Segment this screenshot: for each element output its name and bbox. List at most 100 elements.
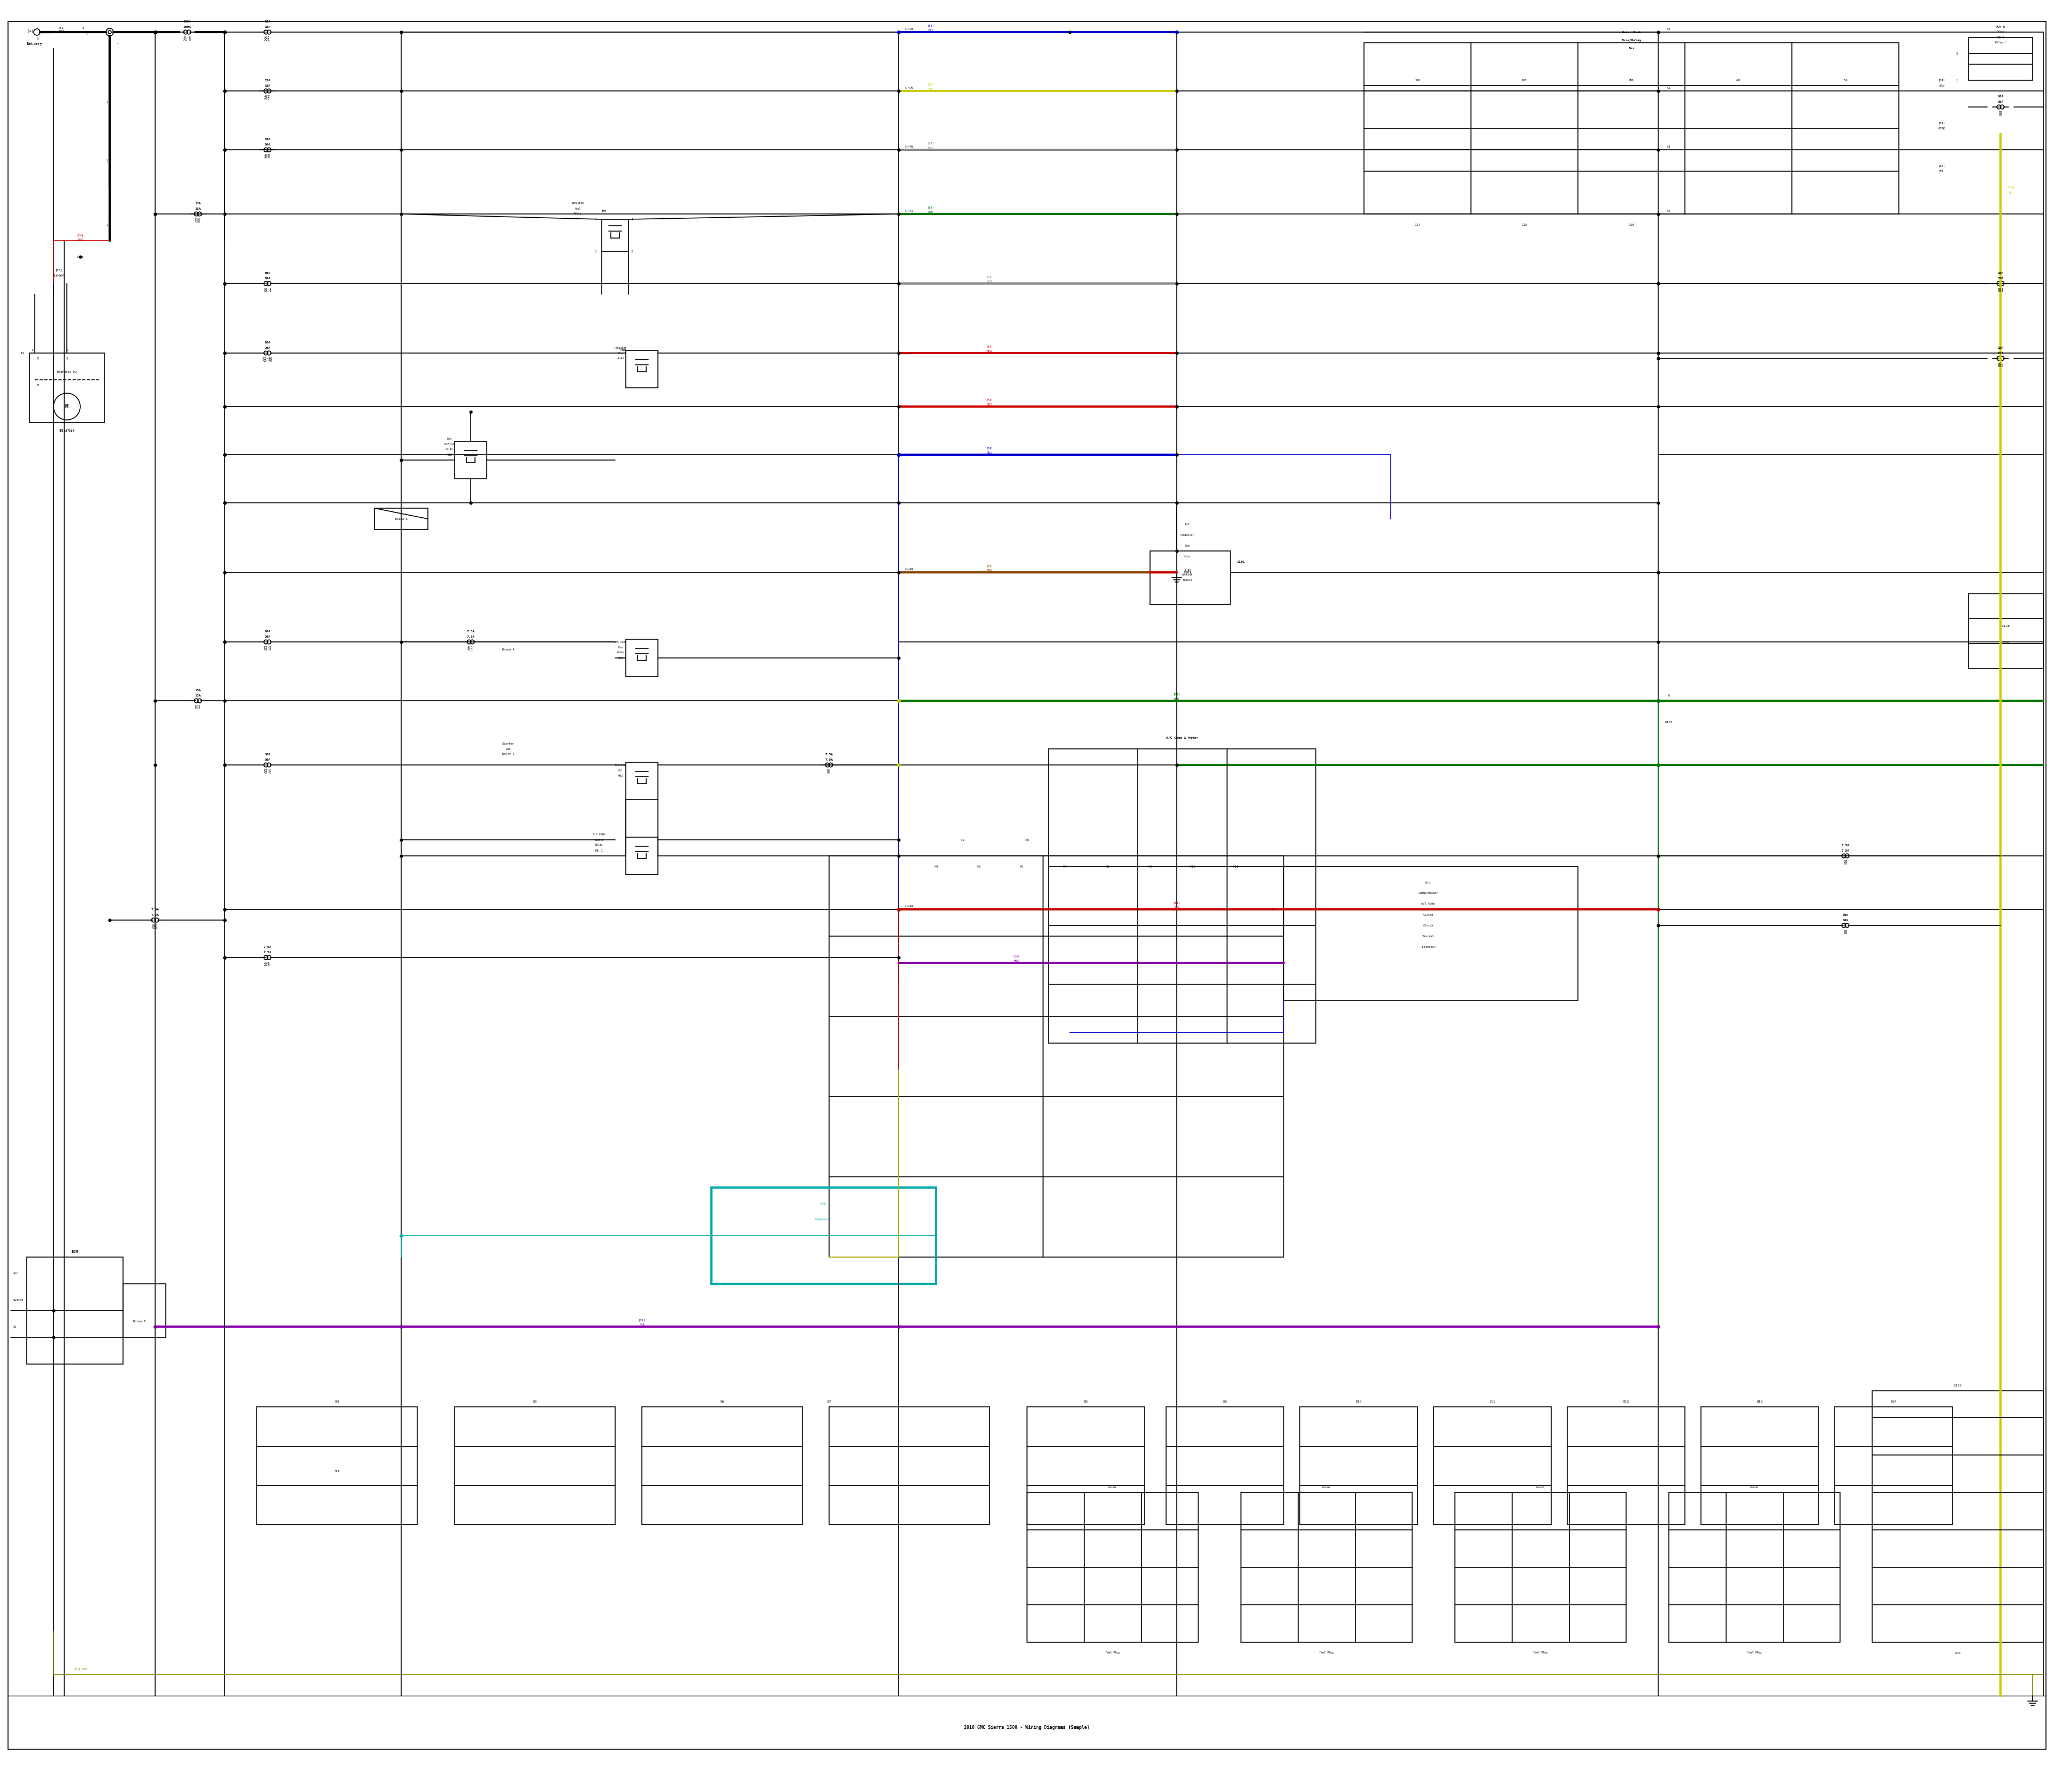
Text: 15A: 15A xyxy=(1996,271,2003,274)
Text: M1-1: M1-1 xyxy=(596,849,604,851)
Text: [E5]: [E5] xyxy=(55,269,62,271)
Text: [E4]: [E4] xyxy=(986,400,992,401)
Bar xyxy=(1968,593,2044,668)
Text: WHT: WHT xyxy=(60,30,64,32)
Text: B4: B4 xyxy=(1842,930,1847,932)
Text: Fan: Fan xyxy=(618,351,622,355)
Text: WHT: WHT xyxy=(928,147,933,149)
Text: A21: A21 xyxy=(265,36,271,39)
Bar xyxy=(454,1407,614,1525)
Text: [E4]: [E4] xyxy=(1939,122,1945,124)
Text: Ignition: Ignition xyxy=(571,202,583,204)
Text: A2-6: A2-6 xyxy=(263,772,271,774)
Text: B21: B21 xyxy=(1996,290,2003,292)
Text: Fuel Plug: Fuel Plug xyxy=(1534,1652,1547,1654)
Text: P1: P1 xyxy=(898,839,900,840)
Text: BLU: BLU xyxy=(928,29,933,32)
Text: C17: C17 xyxy=(1415,224,1421,226)
Text: A5: A5 xyxy=(828,769,832,772)
Bar xyxy=(1871,1391,2044,1641)
Bar xyxy=(1300,1407,1417,1525)
Text: A16: A16 xyxy=(195,220,201,224)
Bar xyxy=(1284,867,1577,1000)
Text: Conn3: Conn3 xyxy=(1536,1486,1545,1489)
Bar xyxy=(602,219,629,251)
Text: 7.5A: 7.5A xyxy=(152,909,158,910)
Text: M40: M40 xyxy=(620,349,626,351)
Text: Relay 1: Relay 1 xyxy=(501,753,514,756)
Text: BLK/WHT: BLK/WHT xyxy=(53,274,66,276)
Text: A5: A5 xyxy=(828,772,832,774)
Text: IGN: IGN xyxy=(1415,79,1419,82)
Text: T4: T4 xyxy=(21,351,25,355)
Text: 7.5A: 7.5A xyxy=(1840,849,1849,853)
Text: Magnetic Sw: Magnetic Sw xyxy=(58,371,76,373)
Text: D10: D10 xyxy=(1629,224,1635,226)
Text: B8: B8 xyxy=(1085,1400,1089,1403)
Text: A/C: A/C xyxy=(14,1272,18,1274)
Text: [E1]: [E1] xyxy=(58,27,66,29)
Text: B4: B4 xyxy=(1842,932,1847,935)
Bar xyxy=(1567,1407,1684,1525)
Text: A11: A11 xyxy=(468,649,474,650)
Text: A11: A11 xyxy=(468,647,474,649)
Text: C1: C1 xyxy=(1668,29,1670,30)
Text: [E1] BLK: [E1] BLK xyxy=(74,1668,86,1670)
Text: 15A: 15A xyxy=(1996,278,2003,280)
Text: Fuel Plug: Fuel Plug xyxy=(1319,1652,1333,1654)
Bar xyxy=(1364,43,1898,213)
Text: Module: Module xyxy=(1183,579,1191,582)
Text: A25: A25 xyxy=(265,962,271,964)
Text: 20A: 20A xyxy=(265,636,271,638)
Text: C128: C128 xyxy=(2003,625,2011,627)
Text: PUR: PUR xyxy=(1015,961,1019,962)
Text: P11: P11 xyxy=(1232,866,1239,867)
Text: [E4]: [E4] xyxy=(2007,186,2015,188)
Text: 20A: 20A xyxy=(265,340,271,344)
Text: T1: T1 xyxy=(82,27,84,29)
Bar xyxy=(1027,1407,1144,1525)
Bar xyxy=(454,441,487,478)
Text: Conn2: Conn2 xyxy=(1323,1486,1331,1489)
Text: A2-6: A2-6 xyxy=(263,769,271,772)
Text: Compressor: Compressor xyxy=(1417,892,1438,894)
Text: BLU: BLU xyxy=(988,452,992,455)
Text: A/C: A/C xyxy=(1425,882,1432,883)
Text: 7.5A: 7.5A xyxy=(466,636,474,638)
Text: B14: B14 xyxy=(1890,1400,1896,1403)
Text: 7.5A: 7.5A xyxy=(263,952,271,953)
Text: 15A: 15A xyxy=(1996,353,2003,355)
Bar xyxy=(626,762,657,799)
Text: Starter: Starter xyxy=(614,763,626,767)
Text: Fuel Plug: Fuel Plug xyxy=(1105,1652,1119,1654)
Bar xyxy=(1834,1407,1953,1525)
Text: Diode B: Diode B xyxy=(134,1321,146,1322)
Text: Relay: Relay xyxy=(573,213,581,215)
Text: A/C Cond: A/C Cond xyxy=(614,640,626,643)
Text: 15A: 15A xyxy=(265,20,271,23)
Text: 15A: 15A xyxy=(195,208,201,210)
Text: AUX: AUX xyxy=(1736,79,1740,82)
Text: sens: sens xyxy=(2003,640,2009,643)
Bar xyxy=(29,353,105,423)
Text: [E4]: [E4] xyxy=(926,142,935,145)
Text: [E4]: [E4] xyxy=(1939,165,1945,167)
Text: M43: M43 xyxy=(618,656,624,659)
Text: YEL: YEL xyxy=(1939,170,1945,172)
Text: RED: RED xyxy=(78,238,82,240)
Bar xyxy=(1027,1493,1197,1641)
Text: A22: A22 xyxy=(265,95,271,99)
Bar xyxy=(374,509,427,530)
Text: G101: G101 xyxy=(1237,561,1245,563)
Text: 15A: 15A xyxy=(1842,79,1849,82)
Text: [E4]: [E4] xyxy=(1173,901,1181,905)
Bar xyxy=(1701,1407,1818,1525)
Text: A29: A29 xyxy=(265,156,271,159)
Text: A25: A25 xyxy=(265,964,271,968)
Text: GRN: GRN xyxy=(1175,697,1179,701)
Text: Conn1: Conn1 xyxy=(1109,1486,1117,1489)
Text: PUR: PUR xyxy=(639,1324,645,1326)
Text: C125: C125 xyxy=(1953,1383,1962,1387)
Text: A25: A25 xyxy=(152,925,158,926)
Text: Relay: Relay xyxy=(616,650,624,654)
